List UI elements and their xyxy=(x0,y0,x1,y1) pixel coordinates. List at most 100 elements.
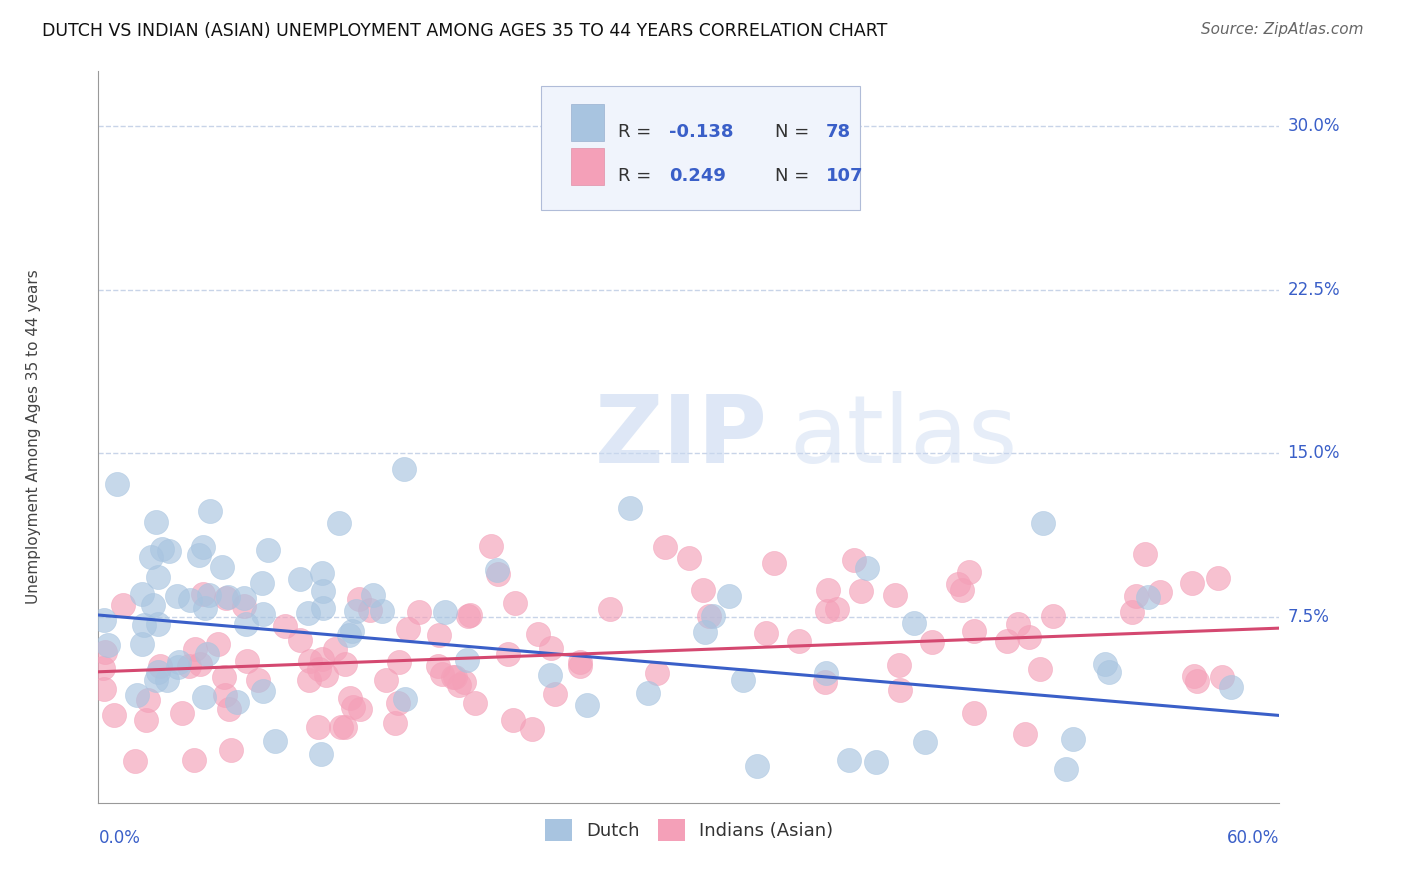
Point xyxy=(505,596,527,610)
Point xyxy=(392,461,415,475)
Point xyxy=(347,592,370,607)
Point xyxy=(637,685,659,699)
Text: Unemployment Among Ages 35 to 44 years: Unemployment Among Ages 35 to 44 years xyxy=(25,269,41,605)
Point xyxy=(479,539,502,553)
Text: R =: R = xyxy=(619,123,657,141)
Point xyxy=(214,688,236,702)
Point xyxy=(457,608,479,623)
Point xyxy=(763,556,786,570)
Point xyxy=(335,720,357,734)
Point xyxy=(219,743,242,757)
Point xyxy=(264,733,287,747)
Point xyxy=(188,548,211,562)
Point xyxy=(134,618,156,632)
Point xyxy=(441,670,464,684)
Text: N =: N = xyxy=(775,123,815,141)
Point xyxy=(946,577,969,591)
Point xyxy=(328,516,350,530)
Point xyxy=(211,560,233,574)
Point xyxy=(169,655,191,669)
Point xyxy=(817,583,839,598)
Point xyxy=(148,617,170,632)
Point xyxy=(645,666,668,681)
Point xyxy=(883,588,905,602)
Point xyxy=(148,665,170,679)
Point xyxy=(146,570,169,584)
Bar xyxy=(571,104,605,141)
Point xyxy=(136,693,159,707)
Point xyxy=(297,606,319,620)
Point xyxy=(93,681,115,696)
Point xyxy=(139,549,162,564)
Point xyxy=(1042,609,1064,624)
Point xyxy=(755,626,778,640)
Point xyxy=(145,673,167,687)
Text: Source: ZipAtlas.com: Source: ZipAtlas.com xyxy=(1201,22,1364,37)
Point xyxy=(856,561,879,575)
Point xyxy=(1032,516,1054,531)
Point xyxy=(444,670,467,684)
Point xyxy=(486,563,509,577)
FancyBboxPatch shape xyxy=(541,86,860,211)
Point xyxy=(349,702,371,716)
Point xyxy=(865,755,887,769)
Text: 15.0%: 15.0% xyxy=(1288,444,1340,462)
Point xyxy=(150,542,173,557)
Point xyxy=(544,687,567,701)
Point xyxy=(167,659,190,673)
Point xyxy=(156,673,179,687)
Point xyxy=(433,606,456,620)
Point xyxy=(340,624,363,638)
Point xyxy=(339,691,361,706)
Point xyxy=(1121,605,1143,619)
Point xyxy=(170,706,193,720)
Point xyxy=(131,637,153,651)
Point xyxy=(215,591,238,605)
Point xyxy=(127,688,149,702)
Point xyxy=(456,653,478,667)
Text: DUTCH VS INDIAN (ASIAN) UNEMPLOYMENT AMONG AGES 35 TO 44 YEARS CORRELATION CHART: DUTCH VS INDIAN (ASIAN) UNEMPLOYMENT AMO… xyxy=(42,22,887,40)
Point xyxy=(105,477,128,491)
Point xyxy=(1133,547,1156,561)
Point xyxy=(718,589,741,603)
Point xyxy=(188,657,211,671)
Point xyxy=(1125,589,1147,603)
Point xyxy=(274,618,297,632)
Point xyxy=(315,668,337,682)
Point xyxy=(486,566,509,581)
Point xyxy=(654,540,676,554)
Point xyxy=(252,607,274,621)
Point xyxy=(179,659,201,673)
Point xyxy=(299,654,322,668)
Text: 30.0%: 30.0% xyxy=(1288,117,1340,135)
Point xyxy=(344,604,367,618)
Point xyxy=(842,553,865,567)
Point xyxy=(233,591,256,605)
Point xyxy=(384,715,406,730)
Point xyxy=(576,698,599,713)
Point xyxy=(363,589,385,603)
Point xyxy=(745,759,768,773)
Point xyxy=(157,544,180,558)
Point xyxy=(692,583,714,598)
Point xyxy=(458,607,481,622)
Point xyxy=(298,673,321,687)
Point xyxy=(311,566,333,580)
Point xyxy=(540,640,562,655)
Point xyxy=(962,706,984,720)
Text: ZIP: ZIP xyxy=(595,391,768,483)
Point xyxy=(619,501,641,516)
Point xyxy=(1014,726,1036,740)
Point xyxy=(963,624,986,638)
Point xyxy=(93,661,115,675)
Point xyxy=(252,684,274,698)
Point xyxy=(145,515,167,529)
Point xyxy=(1137,590,1160,604)
Point xyxy=(394,692,416,706)
Point xyxy=(387,696,409,710)
Point xyxy=(330,720,353,734)
Point xyxy=(815,603,838,617)
Point xyxy=(183,753,205,767)
Point xyxy=(702,609,724,624)
Point xyxy=(569,655,592,669)
